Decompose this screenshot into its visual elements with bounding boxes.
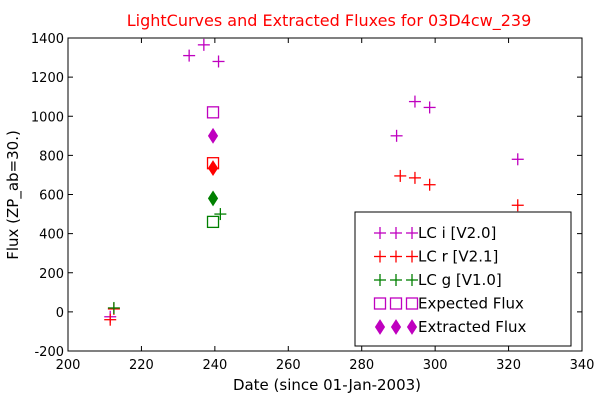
legend-marker <box>374 250 386 263</box>
legend-label: Extracted Flux <box>418 318 527 336</box>
data-point-plus <box>408 171 421 184</box>
x-tick-label: 340 <box>570 358 595 373</box>
legend-entry: Expected Flux <box>373 295 524 313</box>
data-point-plus <box>511 199 524 212</box>
legend-marker <box>390 227 402 239</box>
legend-entry: LC i [V2.0] <box>374 224 496 242</box>
y-tick-label: 0 <box>56 306 64 321</box>
y-tick-label: 600 <box>39 189 64 204</box>
legend-entry: Extracted Flux <box>374 318 527 336</box>
legend: LC i [V2.0] LC r [V2.1] LC g [V1.0] Expecte… <box>354 211 572 347</box>
legend-marker <box>406 319 418 335</box>
data-point-diamond <box>207 127 219 144</box>
y-tick-label: 800 <box>39 149 64 164</box>
legend-marker <box>406 274 418 286</box>
data-point-diamond <box>207 160 219 177</box>
x-tick-label: 260 <box>276 358 301 373</box>
data-point-plus <box>104 313 117 326</box>
x-tick-label: 220 <box>129 358 154 373</box>
legend-marker <box>406 250 418 263</box>
y-tick-label: 1200 <box>31 71 64 86</box>
chart-title: LightCurves and Extracted Fluxes for 03D… <box>127 11 532 31</box>
x-tick-label: 280 <box>349 358 374 373</box>
data-point-plus <box>212 55 225 68</box>
data-point-plus <box>394 169 407 182</box>
axis-ticks: 200 220 240 260 280 300 320 340 -200 0 200 400 600 80… <box>31 32 595 373</box>
legend-marker <box>374 319 386 335</box>
legend-marker <box>406 227 418 239</box>
data-point-diamond <box>207 190 219 207</box>
y-tick-label: -200 <box>34 345 64 360</box>
data-point-plus <box>390 129 403 142</box>
data-point-plus <box>511 153 524 166</box>
legend-marker <box>374 274 386 286</box>
legend-marker <box>390 319 402 335</box>
data-marks <box>104 38 524 326</box>
legend-box <box>354 211 572 347</box>
legend-entry: LC g [V1.0] <box>374 271 502 289</box>
legend-marker <box>390 274 402 286</box>
y-tick-label: 1400 <box>31 32 64 47</box>
data-point-square <box>206 106 220 119</box>
y-tick-label: 400 <box>39 228 64 243</box>
y-tick-label: 1000 <box>31 110 64 125</box>
data-point-square <box>206 215 220 229</box>
legend-entry: LC r [V2.1] <box>374 248 498 266</box>
data-point-plus <box>423 101 436 114</box>
data-point-plus <box>214 208 227 221</box>
legend-marker <box>405 297 419 310</box>
y-tick-label: 200 <box>39 267 64 282</box>
legend-label: LC r [V2.1] <box>418 248 498 266</box>
x-tick-label: 320 <box>496 358 521 373</box>
data-point-plus <box>183 49 196 62</box>
legend-marker <box>390 250 402 263</box>
x-tick-label: 300 <box>423 358 448 373</box>
x-axis-label: Date (since 01-Jan-2003) <box>233 376 421 394</box>
data-point-plus <box>197 38 210 51</box>
x-tick-label: 240 <box>202 358 227 373</box>
legend-label: Expected Flux <box>418 295 524 313</box>
legend-marker <box>389 297 403 310</box>
legend-label: LC i [V2.0] <box>418 224 496 242</box>
x-tick-label: 200 <box>56 358 81 373</box>
legend-marker <box>373 297 387 310</box>
data-point-plus <box>408 95 421 108</box>
y-axis-label: Flux (ZP_ab=30.) <box>4 130 23 260</box>
data-point-plus <box>107 301 120 314</box>
data-point-plus <box>423 178 436 191</box>
legend-label: LC g [V1.0] <box>418 271 502 289</box>
legend-marker <box>374 227 386 239</box>
